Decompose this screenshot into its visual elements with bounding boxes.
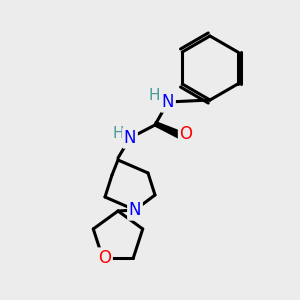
Text: H: H <box>112 125 124 140</box>
Text: N: N <box>129 201 141 219</box>
Text: N: N <box>124 129 136 147</box>
Text: H: H <box>148 88 160 103</box>
Text: O: O <box>179 125 193 143</box>
Text: N: N <box>162 93 174 111</box>
Text: O: O <box>98 249 111 267</box>
